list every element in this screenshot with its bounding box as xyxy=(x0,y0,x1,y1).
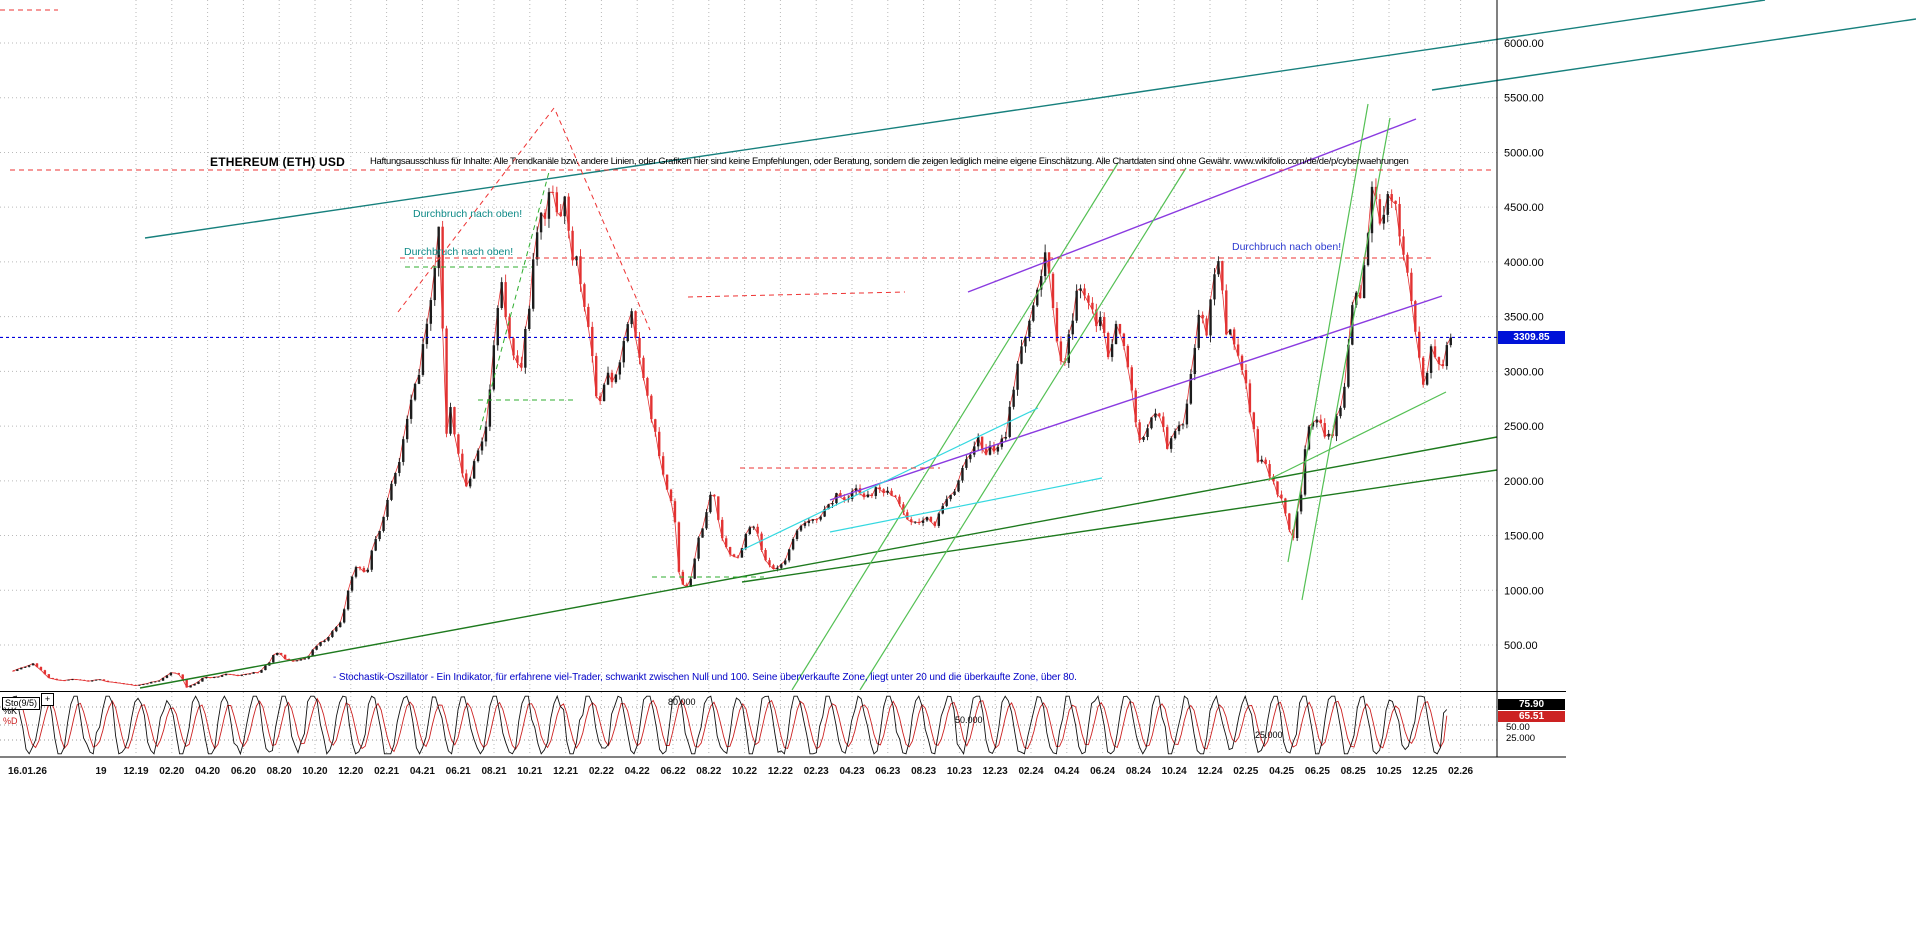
price-axis-label: 4000.00 xyxy=(1504,257,1544,269)
trendline-purple-upper xyxy=(967,118,1417,293)
channel-limegreen-right-1 xyxy=(1287,103,1369,563)
date-axis-label: 08.20 xyxy=(267,766,292,777)
trendlines-layer xyxy=(0,0,1916,691)
axes-layer xyxy=(0,0,1566,758)
oscillator-grid-label: 80.000 xyxy=(668,697,696,707)
date-axis-label: 12.24 xyxy=(1197,766,1222,777)
date-axis-label: 10.20 xyxy=(302,766,327,777)
date-axis-label: 02.22 xyxy=(589,766,614,777)
oscillator-grid-labels: 80.000 50.000 25.000 xyxy=(668,697,1283,740)
stochastic-k-label: %K xyxy=(3,706,18,716)
price-axis-label: 3000.00 xyxy=(1504,366,1544,378)
date-axis-label: 10.21 xyxy=(517,766,542,777)
price-axis-label: 6000.00 xyxy=(1504,38,1544,50)
candles-layer xyxy=(12,178,1452,688)
date-axis-label: 02.21 xyxy=(374,766,399,777)
price-axis-labels: 6000.00 5500.00 5000.00 4500.00 4000.00 3500.… xyxy=(1504,38,1544,652)
date-axis-label: 12.19 xyxy=(123,766,148,777)
date-axis-label: 06.25 xyxy=(1305,766,1330,777)
date-axis-label: 02.26 xyxy=(1448,766,1473,777)
annotation-breakout-2: Durchbruch nach oben! xyxy=(404,246,514,258)
diagonal-red-2021-down xyxy=(555,111,651,331)
trendline-cyan-2 xyxy=(829,477,1103,533)
stochastic-scale-25: 25.000 xyxy=(1506,733,1536,744)
date-axis-label: 08.23 xyxy=(911,766,936,777)
price-axis-label: 500.00 xyxy=(1504,640,1538,652)
annotation-breakout-1: Durchbruch nach oben! xyxy=(413,208,523,220)
price-axis-label: 5000.00 xyxy=(1504,147,1544,159)
date-axis-label: 12.20 xyxy=(338,766,363,777)
trendline-limegreen-low-right xyxy=(1267,391,1447,481)
date-axis-label: 04.22 xyxy=(625,766,650,777)
price-axis-label: 1000.00 xyxy=(1504,585,1544,597)
stochastic-note: - Stochastik-Oszillator - Ein Indikator,… xyxy=(333,672,1077,683)
annotation-breakout-3: Durchbruch nach oben! xyxy=(1232,241,1342,253)
date-axis-label: 06.23 xyxy=(875,766,900,777)
date-axis-label: 04.24 xyxy=(1054,766,1079,777)
stochastic-d-curve xyxy=(9,697,1448,753)
chart-title: ETHEREUM (ETH) USD xyxy=(210,155,345,169)
date-axis-label: 12.21 xyxy=(553,766,578,777)
price-axis-label: 5500.00 xyxy=(1504,93,1544,105)
date-axis-label: 02.25 xyxy=(1233,766,1258,777)
date-axis-label: 04.20 xyxy=(195,766,220,777)
trendline-teal-main xyxy=(144,0,1766,239)
date-axis-label: 04.25 xyxy=(1269,766,1294,777)
date-axis-label: 06.20 xyxy=(231,766,256,777)
date-axis-labels: 16.01.26 19 12.19 02.20 04.20 06.20 08.20 10.20… xyxy=(8,766,1474,777)
price-axis-label: 3500.00 xyxy=(1504,312,1544,324)
support-darkgreen-2 xyxy=(741,469,1498,583)
date-axis-label: 08.22 xyxy=(696,766,721,777)
date-axis-label: 10.25 xyxy=(1376,766,1401,777)
price-axis-label: 4500.00 xyxy=(1504,202,1544,214)
date-axis-label: 02.23 xyxy=(804,766,829,777)
price-axis-label: 1500.00 xyxy=(1504,531,1544,543)
date-axis-label: 19 xyxy=(95,766,107,777)
date-axis-label: 12.22 xyxy=(768,766,793,777)
date-axis-label: 12.25 xyxy=(1412,766,1437,777)
date-axis-label: 10.22 xyxy=(732,766,757,777)
date-axis-label: 08.24 xyxy=(1126,766,1151,777)
diagonal-red-2021-up xyxy=(397,107,555,313)
resistance-red-3700 xyxy=(687,291,906,298)
date-axis-label: 08.21 xyxy=(481,766,506,777)
date-axis-label: 10.24 xyxy=(1162,766,1187,777)
date-axis-label: 06.21 xyxy=(446,766,471,777)
date-axis-label: 08.25 xyxy=(1341,766,1366,777)
date-axis-label: 02.24 xyxy=(1018,766,1043,777)
date-axis-label: 06.22 xyxy=(660,766,685,777)
current-price-badge: 3309.85 xyxy=(1498,331,1565,344)
channel-limegreen-steep-1 xyxy=(791,162,1119,691)
indicator-header: Sto(9/5) + xyxy=(2,693,55,711)
date-axis-label: 04.23 xyxy=(839,766,864,777)
stochastic-k-curve xyxy=(9,694,1448,756)
stochastic-k-value-badge: 75.90 xyxy=(1498,699,1565,710)
oscillator-grid-label: 50.000 xyxy=(955,715,983,725)
date-axis-label: 12.23 xyxy=(983,766,1008,777)
stochastic-d-label: %D xyxy=(3,716,18,726)
indicator-expand-button[interactable]: + xyxy=(41,693,55,706)
trendline-cyan-1 xyxy=(741,407,1039,551)
date-axis-label: 04.21 xyxy=(410,766,435,777)
date-axis-label: 02.20 xyxy=(159,766,184,777)
trendline-teal-upper-right xyxy=(1431,18,1916,91)
grid-layer xyxy=(0,0,1497,756)
stochastic-d-value-badge: 65.51 xyxy=(1498,711,1565,722)
channel-limegreen-right-2 xyxy=(1301,117,1391,601)
date-axis-label: 06.24 xyxy=(1090,766,1115,777)
price-axis-label: 2000.00 xyxy=(1504,476,1544,488)
price-axis-label: 2500.00 xyxy=(1504,421,1544,433)
date-axis-label: 16.01.26 xyxy=(8,766,47,777)
oscillator-grid-label: 25.000 xyxy=(1255,730,1283,740)
trendline-purple-lower xyxy=(829,295,1443,501)
disclaimer-text: Haftungsausschluss für Inhalte: Alle Tre… xyxy=(370,156,1409,167)
stochastic-scale-50: 50.00 xyxy=(1506,722,1530,733)
date-axis-label: 10.23 xyxy=(947,766,972,777)
channel-limegreen-steep-2 xyxy=(859,167,1187,691)
indicator-label: Sto(9/5) xyxy=(2,697,41,710)
